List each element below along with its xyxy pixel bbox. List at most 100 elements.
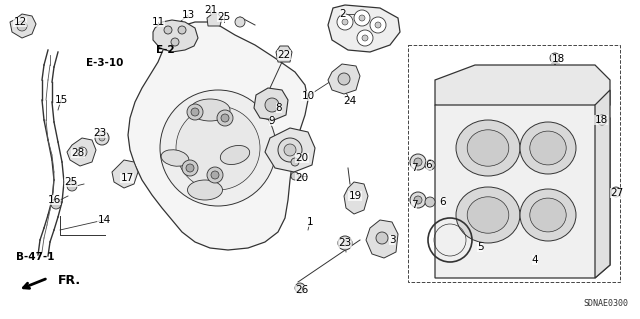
Text: 9: 9 [269,116,275,126]
Circle shape [160,90,276,206]
Circle shape [338,73,350,85]
Text: 13: 13 [181,10,195,20]
Circle shape [550,53,560,63]
Polygon shape [328,64,360,94]
Text: 25: 25 [218,12,230,22]
Text: 18: 18 [552,54,564,64]
Circle shape [414,196,422,204]
Text: B-47-1: B-47-1 [16,252,54,262]
Circle shape [171,38,179,46]
Polygon shape [344,182,368,214]
Circle shape [164,26,172,34]
Text: 8: 8 [276,103,282,113]
Polygon shape [67,138,96,166]
Circle shape [176,106,260,190]
Circle shape [354,10,370,26]
Text: 24: 24 [344,96,356,106]
Circle shape [362,35,368,41]
Text: 26: 26 [296,285,308,295]
Circle shape [211,171,219,179]
Text: E-3-10: E-3-10 [86,58,124,68]
Circle shape [342,19,348,25]
Circle shape [375,22,381,28]
Polygon shape [112,160,138,188]
Text: 2: 2 [340,9,346,19]
Polygon shape [435,65,610,118]
Text: 4: 4 [532,255,538,265]
Ellipse shape [520,189,576,241]
Ellipse shape [530,131,566,165]
Text: 23: 23 [93,128,107,138]
Ellipse shape [220,145,250,165]
Polygon shape [10,14,36,38]
Text: FR.: FR. [58,273,81,286]
Text: 27: 27 [611,188,623,198]
Circle shape [186,164,194,172]
Circle shape [410,192,426,208]
Text: 7: 7 [411,163,417,173]
Text: 6: 6 [426,160,432,170]
Circle shape [357,30,373,46]
Circle shape [187,104,203,120]
Circle shape [611,187,621,197]
Circle shape [410,154,426,170]
Circle shape [207,167,223,183]
Circle shape [77,147,87,157]
Circle shape [278,138,302,162]
Text: 6: 6 [440,197,446,207]
Text: 21: 21 [204,5,218,15]
Polygon shape [328,5,400,52]
Polygon shape [153,20,198,52]
Text: 22: 22 [277,50,291,60]
Circle shape [414,158,422,166]
Text: 20: 20 [296,153,308,163]
Circle shape [95,131,109,145]
Text: 17: 17 [120,173,134,183]
Text: 18: 18 [595,115,607,125]
Text: 23: 23 [339,238,351,248]
Circle shape [359,15,365,21]
Text: 19: 19 [348,191,362,201]
Circle shape [425,197,435,207]
Circle shape [51,199,61,209]
Circle shape [284,144,296,156]
Circle shape [221,114,229,122]
Ellipse shape [456,120,520,176]
Circle shape [99,135,105,141]
Polygon shape [595,90,610,278]
Text: 7: 7 [411,200,417,210]
Bar [408,45,620,282]
Ellipse shape [467,130,509,166]
Text: 28: 28 [72,148,84,158]
Ellipse shape [520,122,576,174]
Circle shape [235,17,245,27]
Ellipse shape [188,180,223,200]
Polygon shape [128,22,308,250]
Polygon shape [435,105,610,278]
Circle shape [191,108,199,116]
Circle shape [291,172,299,180]
Circle shape [425,160,435,170]
Text: 15: 15 [54,95,68,105]
Circle shape [337,14,353,30]
Text: 5: 5 [477,242,483,252]
Polygon shape [207,14,222,26]
Text: 14: 14 [97,215,111,225]
Circle shape [597,115,607,125]
Circle shape [376,232,388,244]
Circle shape [178,26,186,34]
Circle shape [265,98,279,112]
Circle shape [342,240,348,246]
Polygon shape [276,46,292,62]
Text: 1: 1 [307,217,314,227]
Text: 10: 10 [301,91,315,101]
Circle shape [67,181,77,191]
Polygon shape [366,220,398,258]
Circle shape [370,17,386,33]
Text: 3: 3 [388,235,396,245]
Circle shape [217,110,233,126]
Text: 12: 12 [13,17,27,27]
Text: 20: 20 [296,173,308,183]
Text: 16: 16 [47,195,61,205]
Circle shape [295,283,305,293]
